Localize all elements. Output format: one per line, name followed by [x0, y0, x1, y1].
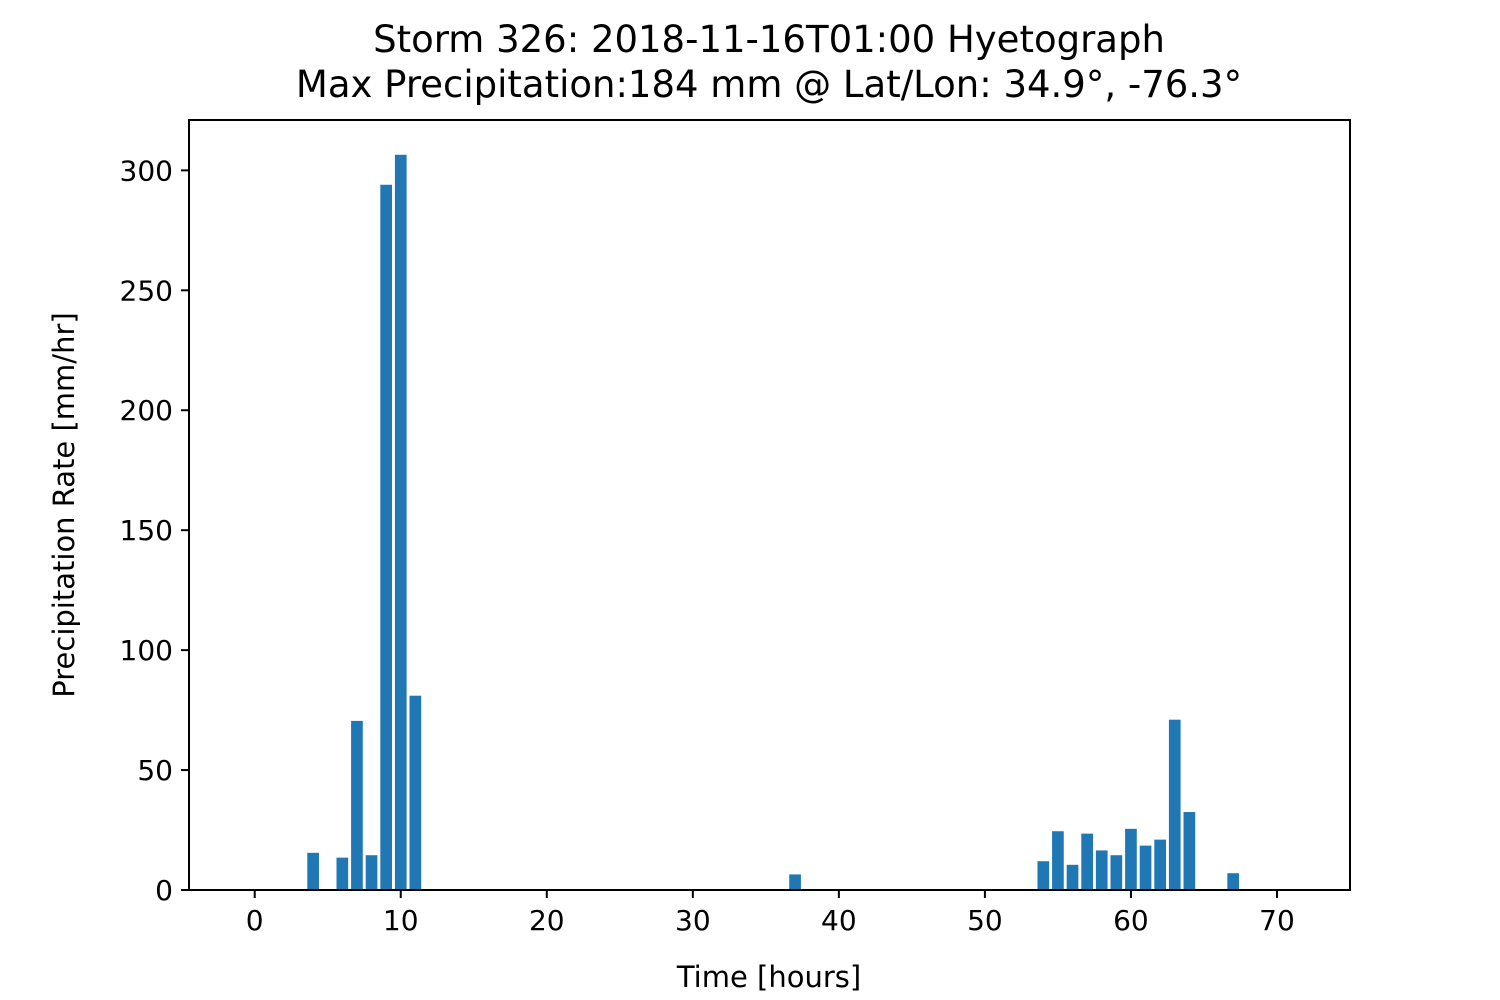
y-axis-ticks: 0 50 100 150 200 250 300	[120, 154, 189, 907]
y-tick-label: 50	[137, 754, 173, 787]
bar	[1227, 873, 1240, 890]
x-tick-label: 10	[383, 904, 419, 937]
bar	[409, 695, 422, 890]
plot-frame	[188, 119, 1351, 891]
bar	[1066, 864, 1079, 890]
bar	[1081, 833, 1093, 890]
bar	[1037, 861, 1050, 890]
y-tick-label: 250	[120, 274, 173, 307]
bar	[1110, 855, 1123, 890]
x-tick-label: 70	[1259, 904, 1295, 937]
x-tick-label: 30	[675, 904, 711, 937]
bar	[1095, 850, 1108, 890]
x-tick-label: 60	[1113, 904, 1149, 937]
bar	[1125, 828, 1137, 890]
y-axis-label: Precipitation Rate [mm/hr]	[47, 312, 81, 697]
x-tick-label: 40	[821, 904, 857, 937]
bar	[307, 852, 319, 890]
bar	[1139, 845, 1152, 890]
x-tick-label: 50	[967, 904, 1003, 937]
bar	[336, 857, 349, 890]
chart-subtitle: Max Precipitation:184 mm @ Lat/Lon: 34.9…	[296, 63, 1242, 106]
x-tick-label: 20	[529, 904, 565, 937]
y-tick-label: 200	[120, 394, 173, 427]
chart-title: Storm 326: 2018-11-16T01:00 Hyetograph	[373, 18, 1165, 61]
bars-group	[307, 154, 1240, 890]
bar	[1183, 812, 1196, 890]
y-tick-label: 100	[120, 634, 173, 667]
x-tick-label: 0	[246, 904, 264, 937]
bar	[380, 184, 392, 890]
y-tick-label: 150	[120, 514, 173, 547]
bar	[1154, 839, 1166, 890]
bar	[1052, 831, 1064, 890]
bar	[1168, 719, 1181, 890]
x-axis-label: Time [hours]	[676, 960, 861, 994]
bar	[365, 855, 378, 890]
y-tick-label: 300	[120, 154, 173, 187]
bar	[351, 720, 363, 890]
bar	[789, 874, 801, 890]
bar	[394, 154, 407, 890]
x-axis-ticks: 0 10 20 30 40 50 60 70	[246, 890, 1295, 937]
y-tick-label: 0	[155, 874, 173, 907]
